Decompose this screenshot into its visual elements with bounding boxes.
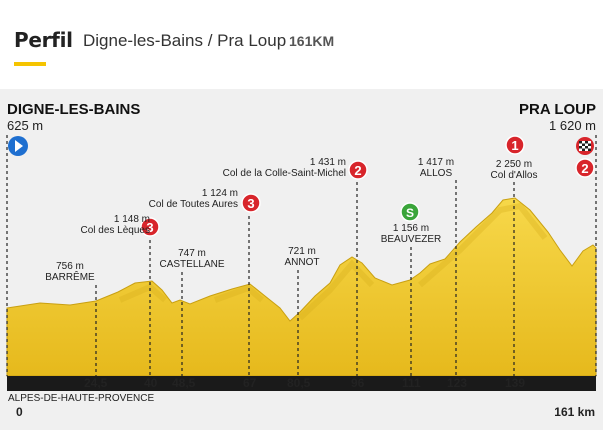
category-2-badge-icon: 2 bbox=[348, 160, 368, 180]
start-name: DIGNE-LES-BAINS bbox=[7, 101, 141, 118]
place-name: BARRÊME bbox=[45, 272, 95, 283]
place-label: 747 m CASTELLANE bbox=[152, 248, 232, 270]
category-2-badge-icon: 2 bbox=[575, 158, 595, 178]
svg-text:3: 3 bbox=[146, 220, 153, 235]
terrain-shading bbox=[118, 202, 548, 321]
place-label: 721 m ANNOT bbox=[272, 246, 332, 268]
place-name: ALLOS bbox=[419, 168, 453, 179]
finish-altitude: 1 620 m bbox=[549, 118, 596, 133]
climb-altitude: 1 148 m bbox=[113, 214, 150, 225]
place-altitude: 1 156 m bbox=[392, 223, 430, 234]
climb-label: 1 124 m Col de Toutes Aures bbox=[120, 188, 238, 210]
category-3-badge-icon: 3 bbox=[241, 193, 261, 213]
finish-flag-icon bbox=[576, 137, 594, 155]
end-km-label: 161 km bbox=[554, 405, 595, 419]
place-label: 1 417 m ALLOS bbox=[406, 157, 466, 179]
svg-text:S: S bbox=[406, 206, 414, 220]
climb-label: 1 148 m Col des Lèques bbox=[60, 214, 151, 236]
place-name: CASTELLANE bbox=[159, 259, 225, 270]
svg-text:3: 3 bbox=[247, 196, 254, 211]
km-marker: 80,5 bbox=[287, 376, 311, 390]
category-1-badge-icon: 1 bbox=[505, 135, 525, 155]
km-marker: 24,5 bbox=[84, 376, 108, 390]
place-altitude: 747 m bbox=[178, 248, 206, 259]
svg-text:1: 1 bbox=[511, 138, 518, 153]
place-label: 1 156 m BEAUVEZER bbox=[376, 223, 446, 245]
region-label: ALPES-DE-HAUTE-PROVENCE bbox=[8, 393, 155, 404]
svg-text:2: 2 bbox=[581, 161, 588, 176]
km-axis-bar bbox=[7, 376, 596, 391]
km-marker: 139 bbox=[505, 376, 526, 390]
profile-header: Perfil Digne-les-Bains / Pra Loup 161KM bbox=[0, 0, 603, 86]
stage-route: Digne-les-Bains / Pra Loup bbox=[83, 31, 287, 50]
km-marker: 96 bbox=[351, 376, 365, 390]
place-name: BEAUVEZER bbox=[380, 234, 442, 245]
climb-altitude: 1 124 m bbox=[201, 188, 238, 199]
km-marker: 40 bbox=[144, 376, 158, 390]
place-label: 756 m BARRÊME bbox=[40, 261, 100, 283]
sprint-badge-icon: S bbox=[400, 202, 420, 222]
title-underline bbox=[14, 62, 46, 66]
start-arrow-icon bbox=[8, 136, 28, 156]
climb-name: Col de Toutes Aures bbox=[148, 199, 238, 210]
km-marker: 67 bbox=[243, 376, 257, 390]
km-marker: 48,5 bbox=[172, 376, 196, 390]
start-km-label: 0 bbox=[16, 405, 23, 419]
km-marker: 123 bbox=[447, 376, 468, 390]
climb-label: 2 250 m Col d'Allos bbox=[474, 159, 554, 181]
stage-distance: 161KM bbox=[289, 33, 335, 49]
climb-name: Col de la Colle-Saint-Michel bbox=[222, 168, 346, 179]
page-title: Perfil bbox=[14, 28, 73, 52]
climb-altitude: 1 431 m bbox=[309, 157, 346, 168]
start-altitude: 625 m bbox=[7, 118, 44, 133]
finish-name: PRA LOUP bbox=[519, 101, 596, 118]
place-altitude: 1 417 m bbox=[417, 157, 455, 168]
place-altitude: 756 m bbox=[56, 261, 84, 272]
place-name: ANNOT bbox=[284, 257, 320, 268]
place-altitude: 721 m bbox=[288, 246, 316, 257]
climb-label: 1 431 m Col de la Colle-Saint-Michel bbox=[190, 157, 346, 179]
km-marker: 111 bbox=[402, 376, 421, 390]
climb-name: Col des Lèques bbox=[80, 225, 151, 236]
climb-name: Col d'Allos bbox=[490, 170, 538, 181]
climb-altitude: 2 250 m bbox=[495, 159, 533, 170]
svg-text:2: 2 bbox=[354, 163, 361, 178]
category-3-badge-icon: 3 bbox=[140, 217, 160, 237]
